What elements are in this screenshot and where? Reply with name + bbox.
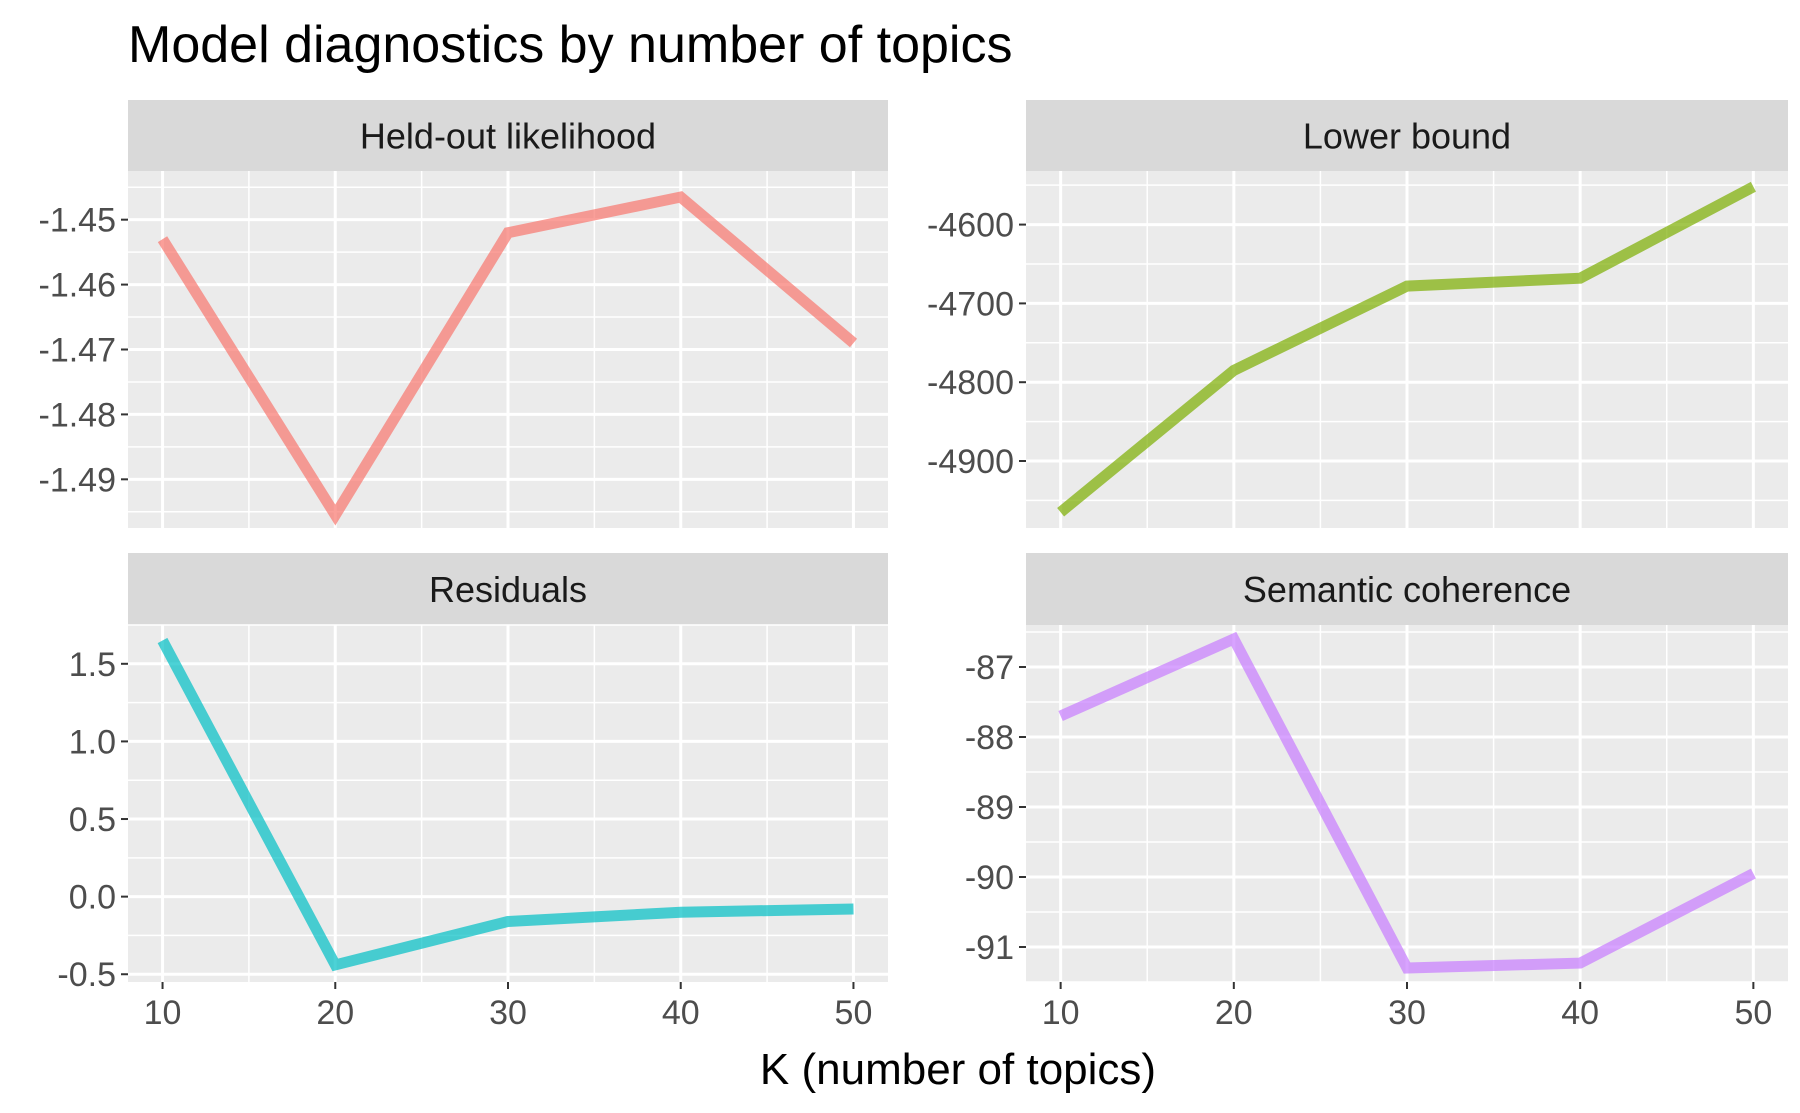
x-tick-label: 40 bbox=[1561, 994, 1599, 1032]
x-tick-label: 10 bbox=[144, 994, 182, 1032]
data-point bbox=[503, 228, 513, 238]
series-line bbox=[1058, 631, 1756, 974]
y-tick-label: -1.45 bbox=[39, 202, 117, 240]
y-tick-label: -4700 bbox=[927, 285, 1014, 323]
y-tick-label: 1.5 bbox=[69, 646, 116, 684]
data-point bbox=[1056, 711, 1066, 721]
x-tick-label: 20 bbox=[1215, 994, 1253, 1032]
data-point bbox=[1748, 869, 1758, 879]
facet-strip-label: Lower bound bbox=[1303, 116, 1511, 157]
y-tick-label: -90 bbox=[965, 859, 1014, 897]
y-tick-label: -88 bbox=[965, 719, 1014, 757]
data-point bbox=[1229, 634, 1239, 644]
y-tick-label: -1.49 bbox=[39, 461, 117, 499]
panel-held-out-likelihood: Held-out likelihood -1.49 -1.48 -1.47 -1.46 -… bbox=[39, 100, 888, 528]
y-tick-label: 0.0 bbox=[69, 879, 116, 917]
data-point bbox=[330, 960, 340, 970]
x-tick-label: 30 bbox=[489, 994, 527, 1032]
x-tick-label: 30 bbox=[1388, 994, 1426, 1032]
y-tick-label: 1.0 bbox=[69, 723, 116, 761]
series-line bbox=[157, 637, 854, 972]
panel-lower-bound: Lower bound -4900 -4800 -4700 -4600 bbox=[927, 100, 1788, 528]
y-tick-label: -91 bbox=[965, 929, 1014, 967]
x-tick-label: 50 bbox=[1734, 994, 1772, 1032]
series-line bbox=[1057, 181, 1756, 517]
chart-title: Model diagnostics by number of topics bbox=[128, 16, 1012, 74]
y-tick-label: -0.5 bbox=[57, 956, 116, 994]
data-point bbox=[158, 234, 168, 244]
data-point bbox=[676, 907, 686, 917]
data-point bbox=[848, 338, 858, 348]
data-point bbox=[503, 916, 513, 926]
x-tick-label: 10 bbox=[1042, 994, 1080, 1032]
y-tick-label: -4800 bbox=[927, 364, 1014, 402]
data-point bbox=[1402, 281, 1412, 291]
panel-residuals: Residuals -0.5 0.0 0.5 1.0 1.5 10 20 30 40 50 bbox=[57, 553, 888, 1032]
data-point bbox=[1229, 365, 1239, 375]
x-tick-label: 40 bbox=[662, 994, 700, 1032]
data-point bbox=[1575, 273, 1585, 283]
data-point bbox=[848, 904, 858, 914]
data-point bbox=[1056, 507, 1066, 517]
facet-strip bbox=[1026, 100, 1788, 171]
data-point bbox=[1748, 182, 1758, 192]
panels-layer: Held-out likelihood -1.49 -1.48 -1.47 -1.46 -… bbox=[39, 100, 1788, 1032]
facet-strip bbox=[128, 100, 888, 171]
facet-strip bbox=[128, 553, 888, 625]
y-tick-label: -1.48 bbox=[39, 396, 117, 434]
facet-strip-label: Held-out likelihood bbox=[360, 116, 656, 157]
facet-strip-label: Residuals bbox=[429, 569, 587, 610]
data-point bbox=[330, 510, 340, 520]
y-tick-label: -1.46 bbox=[39, 267, 117, 305]
x-tick-label: 50 bbox=[835, 994, 873, 1032]
x-axis-label: K (number of topics) bbox=[760, 1045, 1156, 1094]
y-tick-label: -1.47 bbox=[39, 332, 117, 370]
y-tick-label: -89 bbox=[965, 789, 1014, 827]
panel-semantic-coherence: Semantic coherence -91 -90 -89 -88 -87 10 20 30 4… bbox=[965, 553, 1788, 1032]
data-point bbox=[158, 636, 168, 646]
series-line bbox=[157, 191, 858, 526]
facet-strip bbox=[1026, 553, 1788, 625]
facet-strip-label: Semantic coherence bbox=[1243, 569, 1571, 610]
y-tick-label: -87 bbox=[965, 649, 1014, 687]
data-point bbox=[676, 192, 686, 202]
data-point bbox=[1575, 958, 1585, 968]
y-tick-label: -4900 bbox=[927, 443, 1014, 481]
y-tick-label: 0.5 bbox=[69, 801, 116, 839]
y-tick-label: -4600 bbox=[927, 207, 1014, 245]
data-point bbox=[1402, 963, 1412, 973]
x-tick-label: 20 bbox=[316, 994, 354, 1032]
